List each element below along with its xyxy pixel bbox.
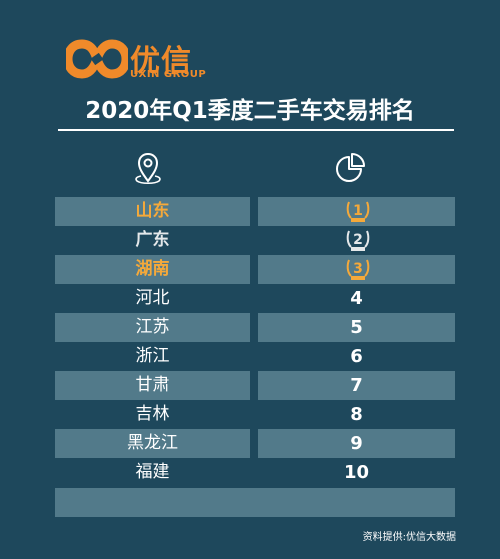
- rank-cell: 9: [350, 433, 363, 454]
- table-row: 广东 2: [55, 226, 455, 255]
- rank-cell: 5: [350, 317, 363, 338]
- svg-text:3: 3: [353, 261, 363, 277]
- rank-cell: 6: [350, 346, 363, 367]
- province-cell: 福建: [135, 462, 170, 482]
- rank-cell: 8: [350, 404, 363, 425]
- bronze-medal-icon: 3: [346, 259, 370, 280]
- silver-medal-icon: 2: [346, 230, 370, 251]
- svg-text:2: 2: [353, 232, 363, 248]
- table-row: 湖南 3: [55, 255, 455, 284]
- province-cell: 广东: [135, 230, 170, 250]
- table-row: 浙江 6: [55, 342, 455, 371]
- brand-logo: 优信 UXIN GROUP: [66, 36, 246, 82]
- province-cell: 江苏: [135, 317, 170, 337]
- province-cell: 甘肃: [135, 375, 170, 395]
- province-cell: 山东: [135, 201, 170, 221]
- svg-text:1: 1: [353, 203, 363, 219]
- table-row: 福建 10: [55, 458, 455, 487]
- brand-name-en: UXIN GROUP: [130, 69, 207, 80]
- province-cell: 湖南: [135, 259, 170, 279]
- table-row: 甘肃 7: [55, 371, 455, 400]
- rank-cell: 10: [343, 462, 370, 483]
- table-row: 江苏 5: [55, 313, 455, 342]
- table-row-empty: [55, 488, 455, 517]
- location-pin-icon: [135, 152, 161, 185]
- province-cell: 浙江: [135, 346, 170, 366]
- table-row: 山东 1: [55, 197, 455, 226]
- province-cell: 吉林: [135, 404, 170, 424]
- province-cell: 河北: [135, 288, 170, 308]
- rank-cell: 7: [350, 375, 363, 396]
- table-row: 吉林 8: [55, 400, 455, 429]
- province-cell: 黑龙江: [127, 433, 178, 453]
- source-note: 资料提供:优信大数据: [362, 532, 456, 543]
- brand-name-cn: 优信: [130, 44, 192, 79]
- gold-medal-icon: 1: [346, 201, 370, 222]
- table-row: 黑龙江 9: [55, 429, 455, 458]
- rank-cell: 4: [350, 288, 363, 309]
- table-row: 河北 4: [55, 284, 455, 313]
- infinity-logo-icon: [66, 39, 128, 79]
- title-divider: [58, 129, 454, 131]
- pie-chart-icon: [336, 153, 365, 182]
- page-title: 2020年Q1季度二手车交易排名: [85, 98, 415, 124]
